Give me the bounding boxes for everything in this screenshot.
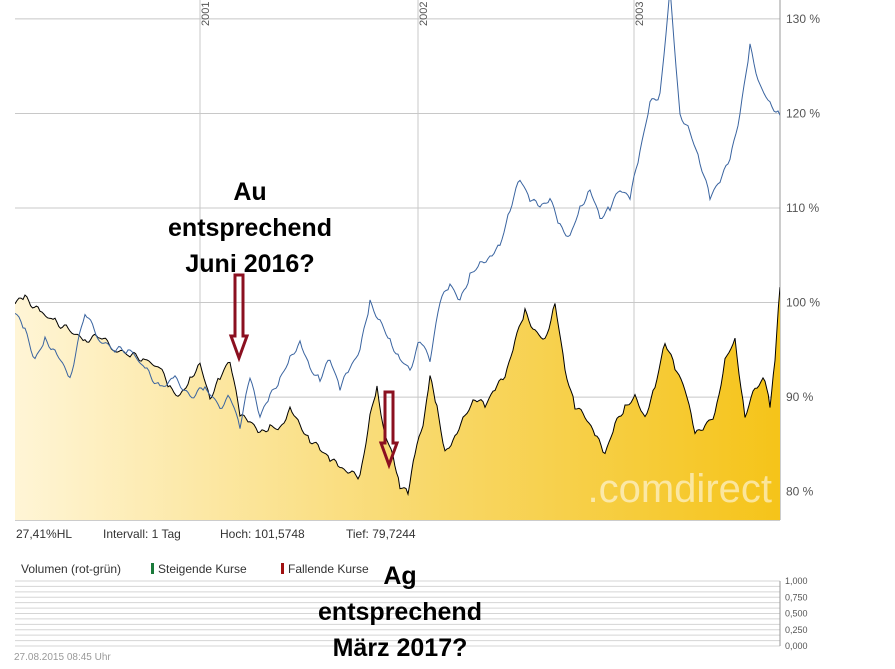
au-line-2: entsprechend (168, 214, 332, 242)
volume-legend-rising: Steigende Kurse (151, 562, 247, 576)
range-label: 27,41%HL (16, 527, 73, 541)
ag-annotation: Ag entsprechend März 2017? (300, 558, 500, 666)
ag-line-1: Ag (383, 562, 417, 590)
x-tick-label-2003: 2003 (634, 2, 646, 26)
annotation-arrows (228, 273, 400, 470)
comdirect-watermark: .comdirect (588, 467, 773, 511)
y-tick-label-0: 80 % (786, 485, 814, 499)
volume-legend-falling: Fallende Kurse (281, 562, 369, 576)
volume-legend-title: Volumen (rot-grün) (21, 562, 122, 576)
au-line-1: Au (233, 178, 267, 206)
series-0-area (15, 287, 780, 520)
volume-tick-label-3: 0,250 (785, 625, 808, 635)
volume-tick-label-2: 0,500 (785, 609, 808, 619)
volume-tick-label-4: 0,000 (785, 641, 808, 651)
y-tick-label-5: 130 % (786, 12, 820, 26)
y-tick-label-2: 100 % (786, 296, 820, 310)
ag-line-2: entsprechend (318, 598, 482, 626)
ag-arrow (378, 390, 400, 470)
series-0-line (15, 287, 780, 497)
high-label: Hoch: 101,5748 (220, 527, 305, 541)
timestamp: 27.08.2015 08:45 Uhr (14, 652, 111, 663)
rising-label: Steigende Kurse (158, 562, 247, 576)
y-tick-label-3: 110 % (786, 201, 819, 215)
low-label: Tief: 79,7244 (346, 527, 416, 541)
y-tick-label-1: 90 % (786, 390, 814, 404)
au-line-3: Juni 2016? (185, 250, 315, 278)
volume-tick-label-1: 0,750 (785, 592, 808, 602)
series-1-line (15, 0, 780, 429)
y-tick-label-4: 120 % (786, 106, 820, 120)
volume-panel: 1,000 0,750 0,500 0,250 0,000 (15, 576, 808, 651)
falling-color-mark (281, 563, 284, 574)
volume-tick-label-0: 1,000 (785, 576, 808, 586)
rising-color-mark (151, 563, 154, 574)
au-arrow (228, 273, 250, 363)
au-annotation: Au entsprechend Juni 2016? (150, 174, 350, 282)
interval-label: Intervall: 1 Tag (103, 527, 181, 541)
x-tick-label-2002: 2002 (418, 2, 430, 26)
x-tick-label-2001: 2001 (200, 2, 212, 26)
falling-label: Fallende Kurse (288, 562, 369, 576)
ag-line-3: März 2017? (332, 634, 468, 662)
